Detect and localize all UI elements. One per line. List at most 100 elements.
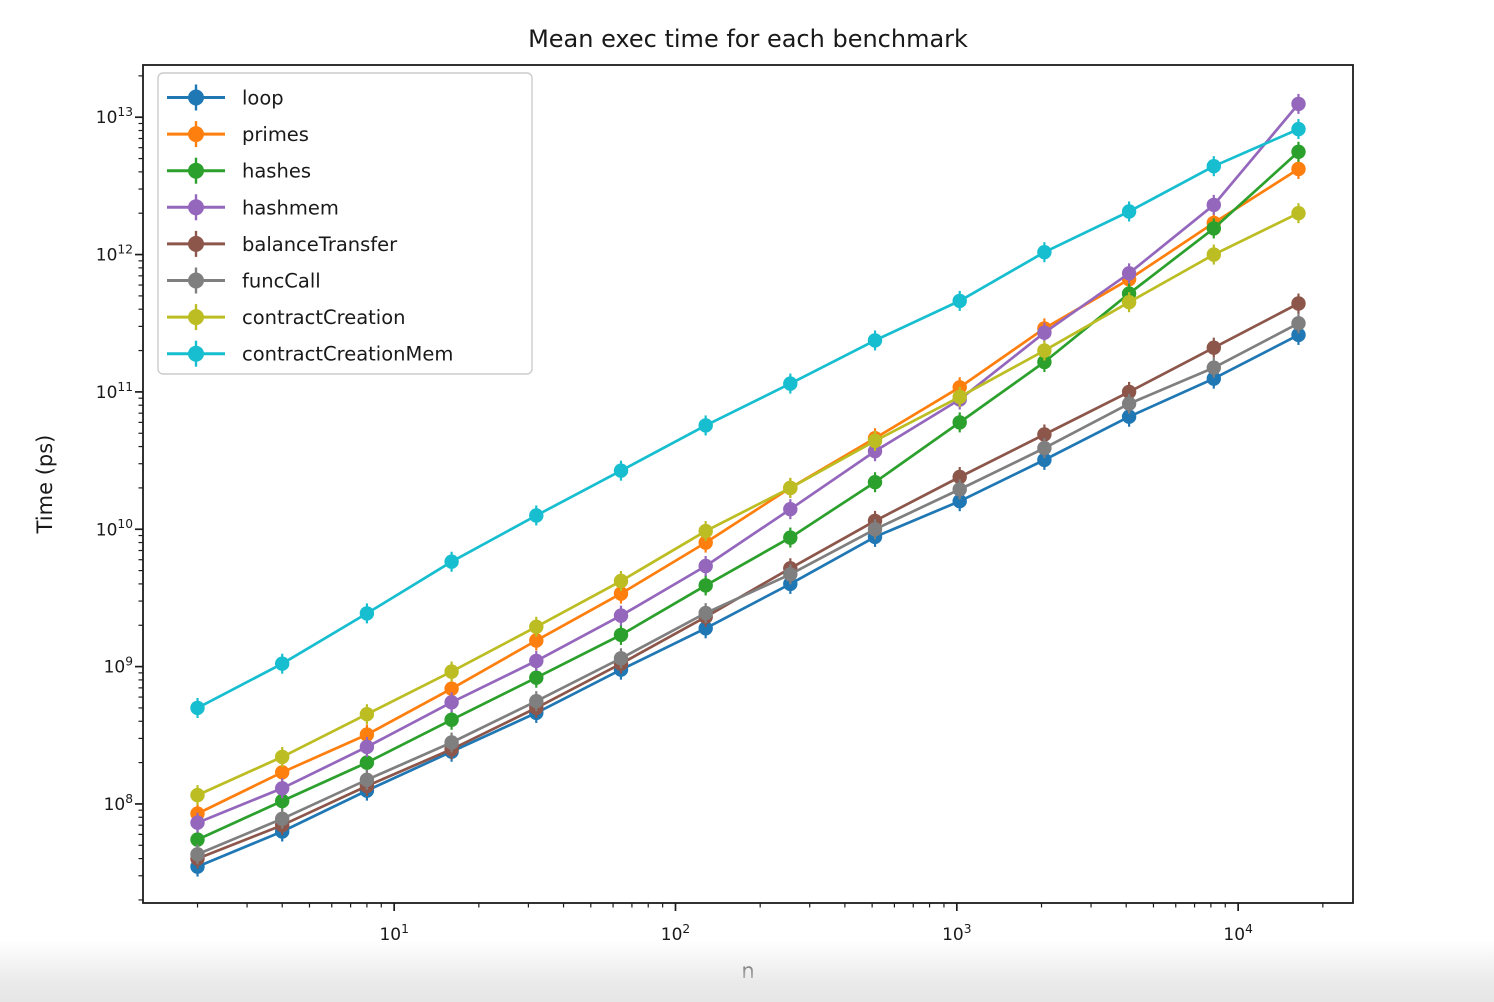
data-point-hashes [190, 832, 205, 847]
data-point-hashmem [444, 695, 459, 710]
x-tick-label: 103 [942, 922, 971, 945]
legend-sample-marker [188, 309, 204, 326]
data-point-funcCall [1037, 440, 1052, 456]
data-point-funcCall [783, 567, 798, 582]
data-point-loop [1291, 327, 1306, 343]
series-line-primes [196, 167, 1300, 815]
data-point-hashmem [783, 502, 798, 517]
legend-item-balanceTransfer: balanceTransfer [167, 230, 398, 257]
series-balanceTransfer [190, 293, 1306, 869]
data-point-contractCreationMem [444, 554, 459, 569]
data-point-hashmem [359, 739, 375, 755]
data-point-balanceTransfer [1206, 340, 1222, 355]
data-point-balanceTransfer [1291, 296, 1306, 311]
data-point-hashmem [1291, 96, 1306, 112]
series-line-loop [196, 333, 1300, 868]
data-point-hashes [1291, 144, 1306, 159]
legend-sample-marker [188, 162, 204, 179]
data-point-loop [1037, 452, 1052, 468]
y-tick-label: 1013 [96, 105, 133, 128]
series-line-hashmem [196, 103, 1300, 824]
data-point-contractCreationMem [275, 656, 290, 671]
legend-label: hashmem [242, 196, 339, 219]
data-point-contractCreationMem [698, 418, 713, 433]
data-point-contractCreationMem [1291, 121, 1306, 137]
x-axis-label: n [741, 959, 754, 983]
data-point-funcCall [359, 772, 375, 787]
data-point-contractCreation [1206, 247, 1222, 262]
x-tick-label: 101 [379, 922, 408, 945]
data-point-contractCreation [698, 523, 713, 539]
data-point-contractCreation [783, 480, 798, 496]
data-point-hashmem [1206, 197, 1222, 213]
series-contractCreation [190, 203, 1306, 806]
series-hashmem [190, 93, 1306, 833]
data-point-funcCall [698, 605, 713, 621]
data-point-hashmem [529, 653, 544, 669]
data-point-funcCall [275, 811, 290, 826]
series-contractCreationMem [190, 119, 1306, 718]
x-axis: 101 102 103 104 [196, 903, 1324, 945]
data-point-loop [698, 621, 713, 636]
data-point-contractCreationMem [1037, 245, 1052, 260]
data-point-hashmem [867, 444, 883, 459]
data-point-hashes [952, 415, 967, 430]
data-point-loop [1121, 409, 1137, 424]
data-point-funcCall [952, 482, 967, 497]
legend-sample-marker [188, 345, 204, 362]
legend-box [157, 72, 533, 375]
data-point-primes [613, 586, 629, 601]
legend-label: funcCall [242, 270, 321, 293]
data-point-contractCreationMem [359, 606, 375, 621]
data-point-contractCreation [1121, 295, 1137, 310]
data-point-contractCreationMem [190, 700, 205, 716]
series-funcCall [190, 313, 1306, 865]
series-line-funcCall [196, 322, 1300, 856]
data-point-hashmem [1121, 266, 1137, 281]
legend-label: loop [242, 87, 284, 110]
data-point-primes [444, 681, 459, 696]
data-point-primes [698, 535, 713, 550]
data-point-hashes [529, 670, 544, 685]
data-point-hashes [613, 627, 629, 643]
data-point-hashes [1206, 221, 1222, 236]
legend: loop primes hashes hashmem balanceTransfer fu… [157, 72, 533, 375]
data-point-hashes [359, 755, 375, 770]
data-point-hashes [1037, 354, 1052, 370]
series-loop [190, 324, 1306, 877]
data-point-funcCall [613, 651, 629, 666]
data-point-funcCall [1206, 360, 1222, 375]
legend-label: primes [242, 123, 309, 146]
legend-item-hashmem: hashmem [167, 194, 339, 221]
data-point-funcCall [529, 694, 544, 709]
data-point-hashmem [275, 781, 290, 796]
axes-frame [142, 64, 1354, 904]
data-point-hashmem [698, 558, 713, 574]
legend-label: hashes [242, 160, 311, 183]
data-point-hashmem [190, 815, 205, 830]
legend-item-contractCreationMem: contractCreationMem [167, 340, 453, 367]
data-point-primes [359, 727, 375, 742]
series-line-hashes [196, 150, 1300, 841]
data-point-primes [529, 633, 544, 648]
y-axis-label: Time (ps) [33, 435, 57, 535]
y-tick-label: 108 [104, 792, 133, 815]
data-point-funcCall [1121, 396, 1137, 411]
data-point-balanceTransfer [952, 469, 967, 485]
legend-label: balanceTransfer [242, 233, 398, 256]
data-point-hashes [783, 530, 798, 545]
data-point-contractCreationMem [529, 508, 544, 523]
data-point-contractCreation [359, 707, 375, 722]
legend-item-loop: loop [167, 84, 284, 111]
data-point-loop [1206, 371, 1222, 386]
data-point-contractCreation [867, 433, 883, 449]
data-point-contractCreationMem [867, 333, 883, 348]
data-point-funcCall [190, 847, 205, 862]
data-point-hashmem [1037, 325, 1052, 340]
data-point-contractCreationMem [952, 293, 967, 309]
legend-item-hashes: hashes [167, 157, 311, 184]
legend-sample-marker [188, 89, 204, 106]
series-line-contractCreationMem [196, 127, 1300, 710]
